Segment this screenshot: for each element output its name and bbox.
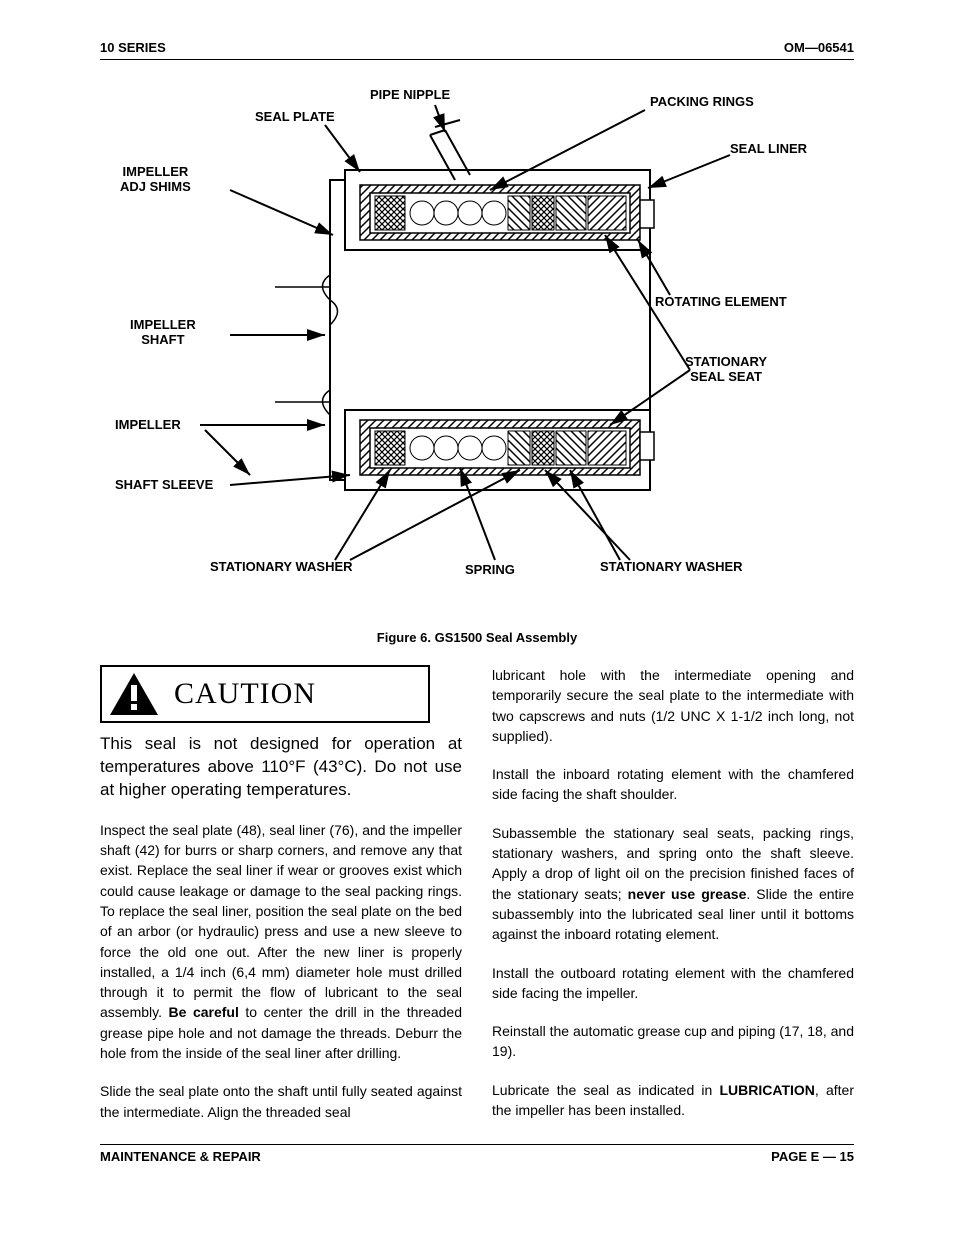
label-pipe-nipple: PIPE NIPPLE <box>370 88 450 103</box>
figure-caption: Figure 6. GS1500 Seal Assembly <box>100 630 854 645</box>
para-7: Reinstall the automatic grease cup and p… <box>492 1021 854 1062</box>
label-impeller-shaft: IMPELLERSHAFT <box>130 318 196 348</box>
para-4: Install the inboard rotating element wit… <box>492 764 854 805</box>
column-right: lubricant hole with the intermediate ope… <box>492 665 854 1122</box>
para-8: Lubricate the seal as indicated in LUBRI… <box>492 1080 854 1121</box>
label-spring: SPRING <box>465 563 515 578</box>
footer-right: PAGE E — 15 <box>771 1149 854 1164</box>
label-stationary-washer-r: STATIONARY WASHER <box>600 560 743 575</box>
para-3: lubricant hole with the intermediate ope… <box>492 665 854 746</box>
column-left: CAUTION This seal is not designed for op… <box>100 665 462 1122</box>
label-rotating-element: ROTATING ELEMENT <box>655 295 787 310</box>
para-6: Install the outboard rotating element wi… <box>492 963 854 1004</box>
caution-text: This seal is not designed for operation … <box>100 733 462 802</box>
label-packing-rings: PACKING RINGS <box>650 95 754 110</box>
caution-heading: CAUTION <box>174 672 316 716</box>
page-footer: MAINTENANCE & REPAIR PAGE E — 15 <box>100 1144 854 1164</box>
diagram-svg <box>100 80 854 600</box>
label-seal-liner: SEAL LINER <box>730 142 807 157</box>
footer-left: MAINTENANCE & REPAIR <box>100 1149 261 1164</box>
warning-icon <box>108 671 160 717</box>
label-stationary-washer-l: STATIONARY WASHER <box>210 560 353 575</box>
label-impeller-adj-shims: IMPELLERADJ SHIMS <box>120 165 191 195</box>
label-seal-plate: SEAL PLATE <box>255 110 335 125</box>
header-right: OM—06541 <box>784 40 854 55</box>
para-5: Subassemble the stationary seal seats, p… <box>492 823 854 945</box>
label-impeller: IMPELLER <box>115 418 181 433</box>
para-2: Slide the seal plate onto the shaft unti… <box>100 1081 462 1122</box>
label-shaft-sleeve: SHAFT SLEEVE <box>115 478 213 493</box>
header-left: 10 SERIES <box>100 40 166 55</box>
para-1: Inspect the seal plate (48), seal liner … <box>100 820 462 1064</box>
label-stationary-seal-seat: STATIONARYSEAL SEAT <box>685 355 767 385</box>
body-columns: CAUTION This seal is not designed for op… <box>100 665 854 1122</box>
seal-assembly-diagram: PIPE NIPPLE SEAL PLATE PACKING RINGS SEA… <box>100 80 854 600</box>
page-header: 10 SERIES OM—06541 <box>100 40 854 60</box>
caution-box: CAUTION <box>100 665 430 723</box>
